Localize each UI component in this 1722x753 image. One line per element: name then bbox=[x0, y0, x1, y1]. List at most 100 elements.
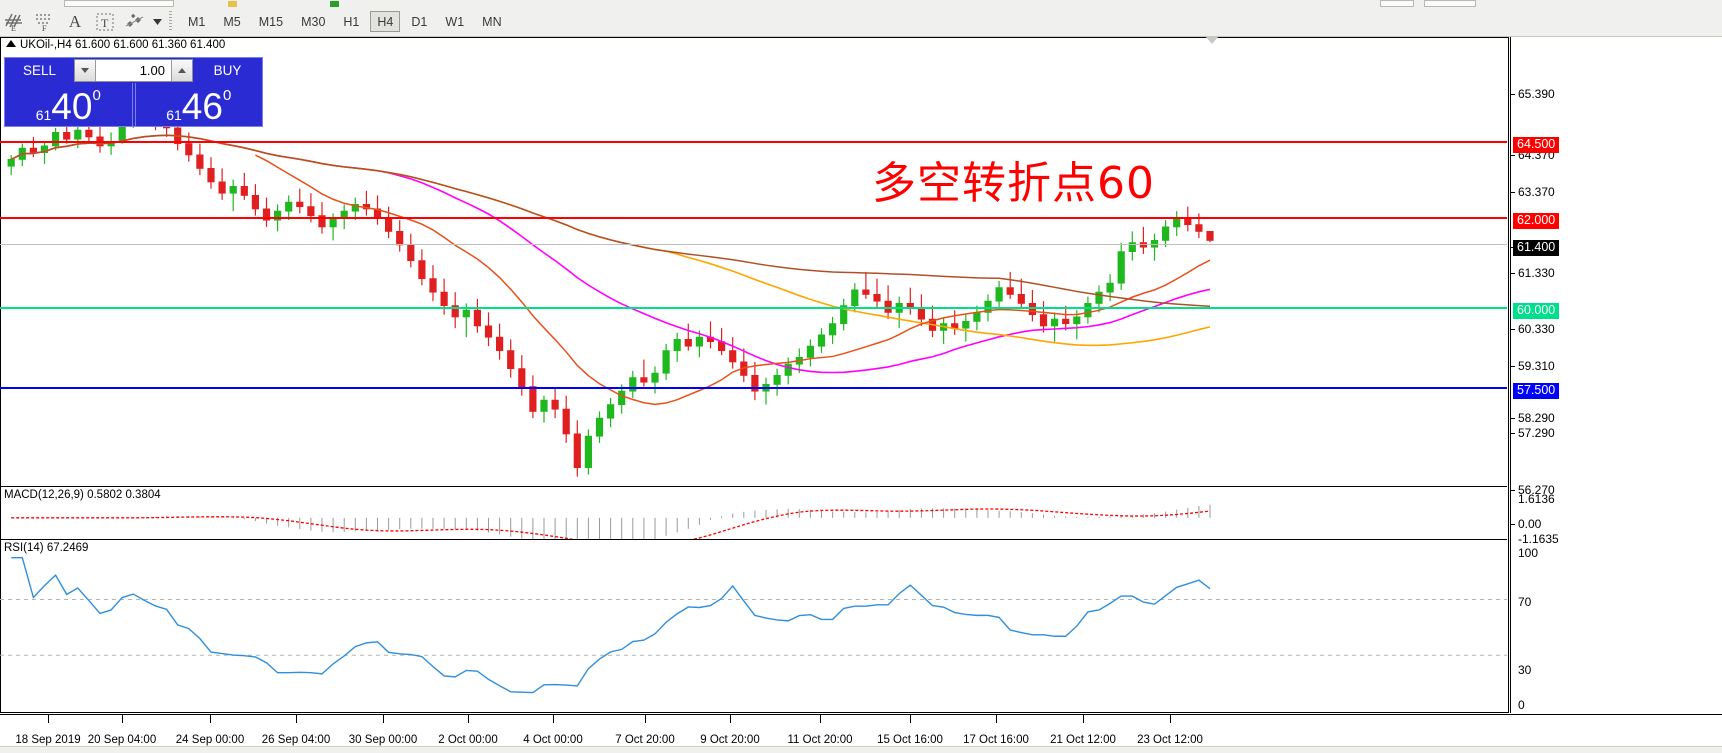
volume-increment-icon[interactable] bbox=[171, 60, 192, 81]
buy-button[interactable]: BUY bbox=[213, 63, 242, 78]
rsi-label: RSI(14) 67.2469 bbox=[4, 542, 89, 554]
sell-price-prefix: 61 bbox=[35, 107, 52, 123]
svg-text:T: T bbox=[101, 16, 109, 30]
timeframe-m30[interactable]: M30 bbox=[301, 14, 326, 29]
drawing-tools-icon[interactable] bbox=[121, 9, 149, 34]
time-label-6: 4 Oct 00:00 bbox=[523, 734, 583, 746]
price-tick-60-330: 60.330 bbox=[1511, 322, 1555, 336]
price-chart-canvas bbox=[7, 96, 1214, 477]
time-label-9: 11 Oct 20:00 bbox=[787, 734, 853, 746]
current-price-tag: 61.400 bbox=[1513, 240, 1560, 256]
time-tick-0 bbox=[48, 715, 49, 723]
price-pane[interactable]: UKOil-,H4 61.600 61.600 61.360 61.400 多空… bbox=[0, 37, 1507, 487]
timeframe-mn[interactable]: MN bbox=[482, 14, 502, 29]
volume-decrement-icon[interactable] bbox=[75, 60, 96, 81]
volume-stepper[interactable]: 1.00 bbox=[74, 59, 193, 82]
price-tick-58-290: 58.290 bbox=[1511, 411, 1555, 425]
rsi-tick-100: 100 bbox=[1518, 546, 1539, 560]
time-label-13: 23 Oct 12:00 bbox=[1137, 734, 1203, 746]
price-axis[interactable]: 65.39064.37063.37062.35061.33060.33059.3… bbox=[1510, 37, 1722, 713]
level-line-57500 bbox=[0, 387, 1507, 389]
label-tool-icon[interactable]: T bbox=[91, 9, 119, 34]
time-label-4: 30 Sep 00:00 bbox=[348, 734, 418, 746]
time-tick-11 bbox=[996, 715, 997, 723]
rsi-tick-70: 70 bbox=[1518, 595, 1532, 609]
chart-area[interactable]: UKOil-,H4 61.600 61.600 61.360 61.400 多空… bbox=[0, 36, 1722, 753]
timeframe-m15[interactable]: M15 bbox=[258, 14, 284, 29]
timeframe-h1[interactable]: H1 bbox=[343, 14, 360, 29]
chart-title: UKOil-,H4 61.600 61.600 61.360 61.400 bbox=[6, 39, 225, 51]
objects-icon[interactable]: F bbox=[31, 9, 59, 34]
time-tick-9 bbox=[820, 715, 821, 723]
time-label-10: 15 Oct 16:00 bbox=[877, 734, 943, 746]
rsi-pane[interactable]: RSI(14) 67.2469 bbox=[0, 541, 1507, 711]
drawing-tools-caret-icon[interactable] bbox=[150, 9, 164, 34]
time-label-5: 2 Oct 00:00 bbox=[438, 734, 498, 746]
macd-canvas bbox=[11, 504, 1211, 539]
oct-quote-row: 61 40 0 61 46 0 bbox=[5, 83, 262, 126]
time-label-8: 9 Oct 20:00 bbox=[700, 734, 760, 746]
current-price-line bbox=[0, 244, 1507, 245]
one-click-trading-panel[interactable]: SELL 1.00 BUY 61 40 0 61 46 0 bbox=[4, 57, 263, 127]
price-tick-61-330: 61.330 bbox=[1511, 266, 1555, 280]
chart-scroll-marker-icon bbox=[1205, 36, 1219, 44]
timeframe-d1[interactable]: D1 bbox=[411, 14, 428, 29]
svg-text:E: E bbox=[11, 24, 16, 32]
timeframe-w1[interactable]: W1 bbox=[445, 14, 465, 29]
volume-input[interactable]: 1.00 bbox=[96, 60, 171, 81]
time-tick-10 bbox=[910, 715, 911, 723]
time-label-3: 26 Sep 04:00 bbox=[261, 734, 331, 746]
time-tick-5 bbox=[468, 715, 469, 723]
level-line-64500 bbox=[0, 141, 1507, 143]
toolbar-stub-3 bbox=[1424, 0, 1476, 7]
time-label-12: 21 Oct 12:00 bbox=[1050, 734, 1116, 746]
price-tick-57-290: 57.290 bbox=[1511, 426, 1555, 440]
toolbar-stub-yellow bbox=[228, 1, 237, 7]
buy-price[interactable]: 61 46 0 bbox=[136, 83, 263, 126]
level-tag-62000: 62.000 bbox=[1513, 213, 1560, 229]
svg-text:F: F bbox=[42, 24, 47, 32]
macd-tick-1: 0.00 bbox=[1511, 517, 1541, 531]
toolbar-stub-green bbox=[330, 1, 339, 7]
timeframe-h4[interactable]: H4 bbox=[370, 11, 401, 32]
price-tick-65-390: 65.390 bbox=[1511, 87, 1555, 101]
sell-price[interactable]: 61 40 0 bbox=[5, 83, 132, 126]
buy-price-fraction: 0 bbox=[222, 87, 232, 104]
level-line-60000 bbox=[0, 307, 1507, 309]
time-tick-2 bbox=[210, 715, 211, 723]
time-label-1: 20 Sep 04:00 bbox=[87, 734, 157, 746]
time-tick-12 bbox=[1083, 715, 1084, 723]
sell-price-main: 40 bbox=[51, 86, 93, 127]
bottom-scroll-strip[interactable] bbox=[0, 746, 1722, 753]
time-tick-13 bbox=[1170, 715, 1171, 723]
indicators-icon[interactable]: E bbox=[1, 9, 29, 34]
sell-price-fraction: 0 bbox=[92, 87, 101, 104]
price-tick-59-310: 59.310 bbox=[1511, 359, 1555, 373]
time-label-2: 24 Sep 00:00 bbox=[175, 734, 245, 746]
text-tool-icon[interactable]: A bbox=[68, 11, 82, 31]
chart-collapse-icon[interactable] bbox=[6, 40, 16, 47]
timeframe-group: M1 M5 M15 M30 H1 H4 D1 W1 MN bbox=[179, 11, 511, 32]
level-line-62000 bbox=[0, 217, 1507, 219]
level-tag-64500: 64.500 bbox=[1513, 137, 1560, 153]
toolbar-grip[interactable] bbox=[169, 11, 172, 32]
time-label-11: 17 Oct 16:00 bbox=[963, 734, 1029, 746]
timeframe-m5[interactable]: M5 bbox=[223, 14, 241, 29]
chart-title-text: UKOil-,H4 61.600 61.600 61.360 61.400 bbox=[20, 39, 226, 51]
macd-pane[interactable]: MACD(12,26,9) 0.5802 0.3804 bbox=[0, 488, 1507, 540]
time-tick-6 bbox=[553, 715, 554, 723]
sell-button[interactable]: SELL bbox=[22, 63, 57, 78]
oct-divider bbox=[131, 83, 136, 126]
buy-price-prefix: 61 bbox=[166, 107, 182, 123]
rsi-line bbox=[11, 557, 1211, 694]
toolbar-stub-2 bbox=[1380, 0, 1414, 7]
oct-header-row: SELL 1.00 BUY bbox=[5, 58, 262, 83]
buy-price-main: 46 bbox=[181, 86, 223, 127]
time-label-7: 7 Oct 20:00 bbox=[615, 734, 675, 746]
level-tag-60000: 60.000 bbox=[1513, 303, 1560, 319]
time-tick-4 bbox=[383, 715, 384, 723]
price-tick-63-370: 63.370 bbox=[1511, 185, 1555, 199]
time-tick-3 bbox=[296, 715, 297, 723]
toolbar-stub-1 bbox=[64, 0, 174, 7]
timeframe-m1[interactable]: M1 bbox=[188, 14, 206, 29]
